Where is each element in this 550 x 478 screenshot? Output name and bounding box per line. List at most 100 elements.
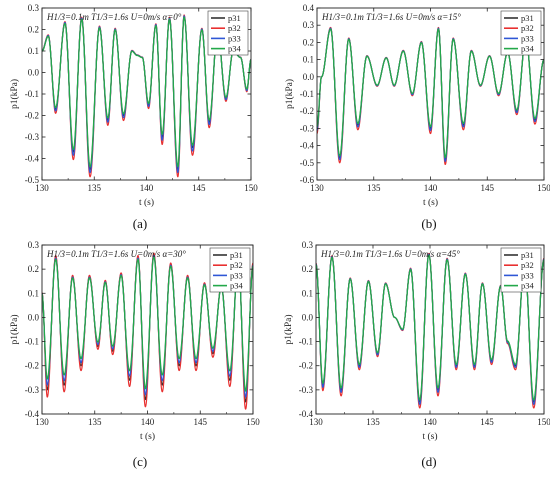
- y-tick-label: -0.2: [25, 361, 39, 371]
- y-tick-label: -0.1: [25, 89, 39, 99]
- x-tick-label: 140: [141, 417, 155, 427]
- y-tick-label: -0.6: [300, 175, 315, 185]
- x-tick-label: 150: [246, 417, 260, 427]
- chart-panel-d: 130 135 140 145 150 -0.4 -0.3 -0.2 -0.1 0.0 0.1 0.2…: [283, 240, 550, 469]
- chart-panel-c: 130 135 140 145 150 -0.4 -0.3 -0.2 -0.1 0.0 0.1 0.2…: [9, 240, 260, 469]
- x-tick-label: 135: [367, 183, 381, 193]
- x-tick-label: 145: [192, 183, 206, 193]
- x-tick-label: 135: [88, 417, 102, 427]
- x-tick-label: 135: [88, 183, 102, 193]
- condition-annotation: H1/3=0.1m T1/3=1.6s U=0m/s α=15°: [321, 12, 461, 22]
- y-tick-label: 0.2: [303, 37, 314, 47]
- legend-label: p32: [228, 23, 241, 33]
- panel-caption: (d): [421, 454, 436, 469]
- condition-annotation: H1/3=0.1m T1/3=1.6s U=0m/s α=30°: [46, 249, 186, 259]
- y-tick-label: -0.2: [299, 361, 313, 371]
- condition-annotation: H1/3=0.1m T1/3=1.6s U=0m/s α=0°: [46, 12, 182, 22]
- condition-annotation: H1/3=0.1m T1/3=1.6s U=0m/s α=45°: [320, 249, 460, 259]
- x-tick-label: 150: [244, 183, 258, 193]
- panel-caption: (a): [133, 216, 147, 231]
- legend-label: p32: [230, 260, 243, 270]
- series-line-p34: [42, 256, 253, 392]
- y-axis-label: p1(kPa): [9, 79, 20, 109]
- x-axis-label: t (s): [139, 197, 154, 208]
- x-tick-label: 140: [424, 183, 438, 193]
- y-tick-label: 0.3: [28, 240, 40, 250]
- y-tick-label: -0.2: [25, 111, 39, 121]
- x-tick-label: 145: [481, 183, 495, 193]
- panel-caption: (c): [133, 454, 147, 469]
- legend-label: p33: [228, 33, 241, 43]
- y-tick-label: -0.4: [25, 409, 40, 419]
- panel-caption: (b): [421, 216, 436, 231]
- x-tick-label: 130: [309, 417, 323, 427]
- y-tick-label: -0.3: [25, 385, 40, 395]
- legend-label: p31: [521, 13, 534, 23]
- x-tick-label: 145: [480, 417, 494, 427]
- y-tick-label: 0.1: [303, 55, 314, 65]
- legend-label: p34: [521, 44, 535, 54]
- y-tick-label: -0.4: [300, 141, 315, 151]
- chart-panel-a: 130 135 140 145 150 -0.5 -0.4 -0.3 -0.2 -0.1 0.0 0.…: [9, 3, 258, 231]
- y-tick-label: 0.3: [302, 240, 314, 250]
- x-axis-label: t (s): [422, 431, 437, 442]
- y-axis-label: p1(kPa): [284, 79, 295, 109]
- legend-label: p33: [230, 270, 243, 280]
- x-tick-label: 135: [366, 417, 380, 427]
- x-tick-label: 150: [537, 183, 550, 193]
- legend-label: p34: [521, 281, 535, 291]
- y-tick-label: -0.4: [299, 409, 314, 419]
- y-tick-label: -0.1: [25, 337, 39, 347]
- x-tick-label: 140: [423, 417, 437, 427]
- y-tick-label: -0.2: [300, 106, 314, 116]
- y-tick-label: -0.1: [300, 89, 314, 99]
- y-tick-label: 0.1: [28, 46, 39, 56]
- y-axis-label: p1(kPa): [9, 314, 20, 344]
- x-tick-label: 130: [310, 183, 324, 193]
- y-axis-label: p1(kPa): [283, 314, 294, 344]
- x-tick-label: 130: [35, 417, 49, 427]
- chart-panel-b: 130 135 140 145 150 -0.6 -0.5 -0.4 -0.3 -0.2 -0.1 0…: [284, 3, 550, 231]
- y-tick-label: -0.3: [300, 123, 315, 133]
- y-tick-label: -0.3: [25, 132, 40, 142]
- series-line-p34: [317, 28, 544, 159]
- y-tick-label: 0.4: [303, 3, 315, 13]
- x-tick-label: 145: [194, 417, 208, 427]
- series-line-p34: [316, 254, 544, 401]
- y-tick-label: 0.1: [302, 288, 313, 298]
- y-tick-label: 0.0: [28, 68, 40, 78]
- y-tick-label: 0.1: [28, 288, 39, 298]
- legend-label: p31: [230, 250, 243, 260]
- y-tick-label: 0.0: [28, 312, 40, 322]
- y-tick-label: 0.2: [28, 264, 39, 274]
- y-tick-label: 0.0: [303, 72, 315, 82]
- legend-label: p33: [521, 270, 534, 280]
- y-tick-label: -0.5: [300, 158, 315, 168]
- legend-label: p33: [521, 33, 534, 43]
- legend-label: p32: [521, 260, 534, 270]
- y-tick-label: 0.2: [302, 264, 313, 274]
- y-tick-label: 0.3: [28, 3, 40, 13]
- y-tick-label: -0.3: [299, 385, 314, 395]
- y-tick-label: 0.3: [303, 20, 315, 30]
- x-axis-label: t (s): [140, 431, 155, 442]
- legend-label: p34: [228, 44, 242, 54]
- legend-label: p32: [521, 23, 534, 33]
- legend-label: p34: [230, 281, 244, 291]
- legend-label: p31: [228, 13, 241, 23]
- x-tick-label: 130: [35, 183, 49, 193]
- x-tick-label: 150: [537, 417, 550, 427]
- y-tick-label: 0.0: [302, 312, 314, 322]
- legend-label: p31: [521, 250, 534, 260]
- x-axis-label: t (s): [423, 197, 438, 208]
- y-tick-label: -0.4: [25, 154, 40, 164]
- y-tick-label: -0.1: [299, 337, 313, 347]
- x-tick-label: 140: [140, 183, 154, 193]
- y-tick-label: 0.2: [28, 25, 39, 35]
- y-tick-label: -0.5: [25, 175, 40, 185]
